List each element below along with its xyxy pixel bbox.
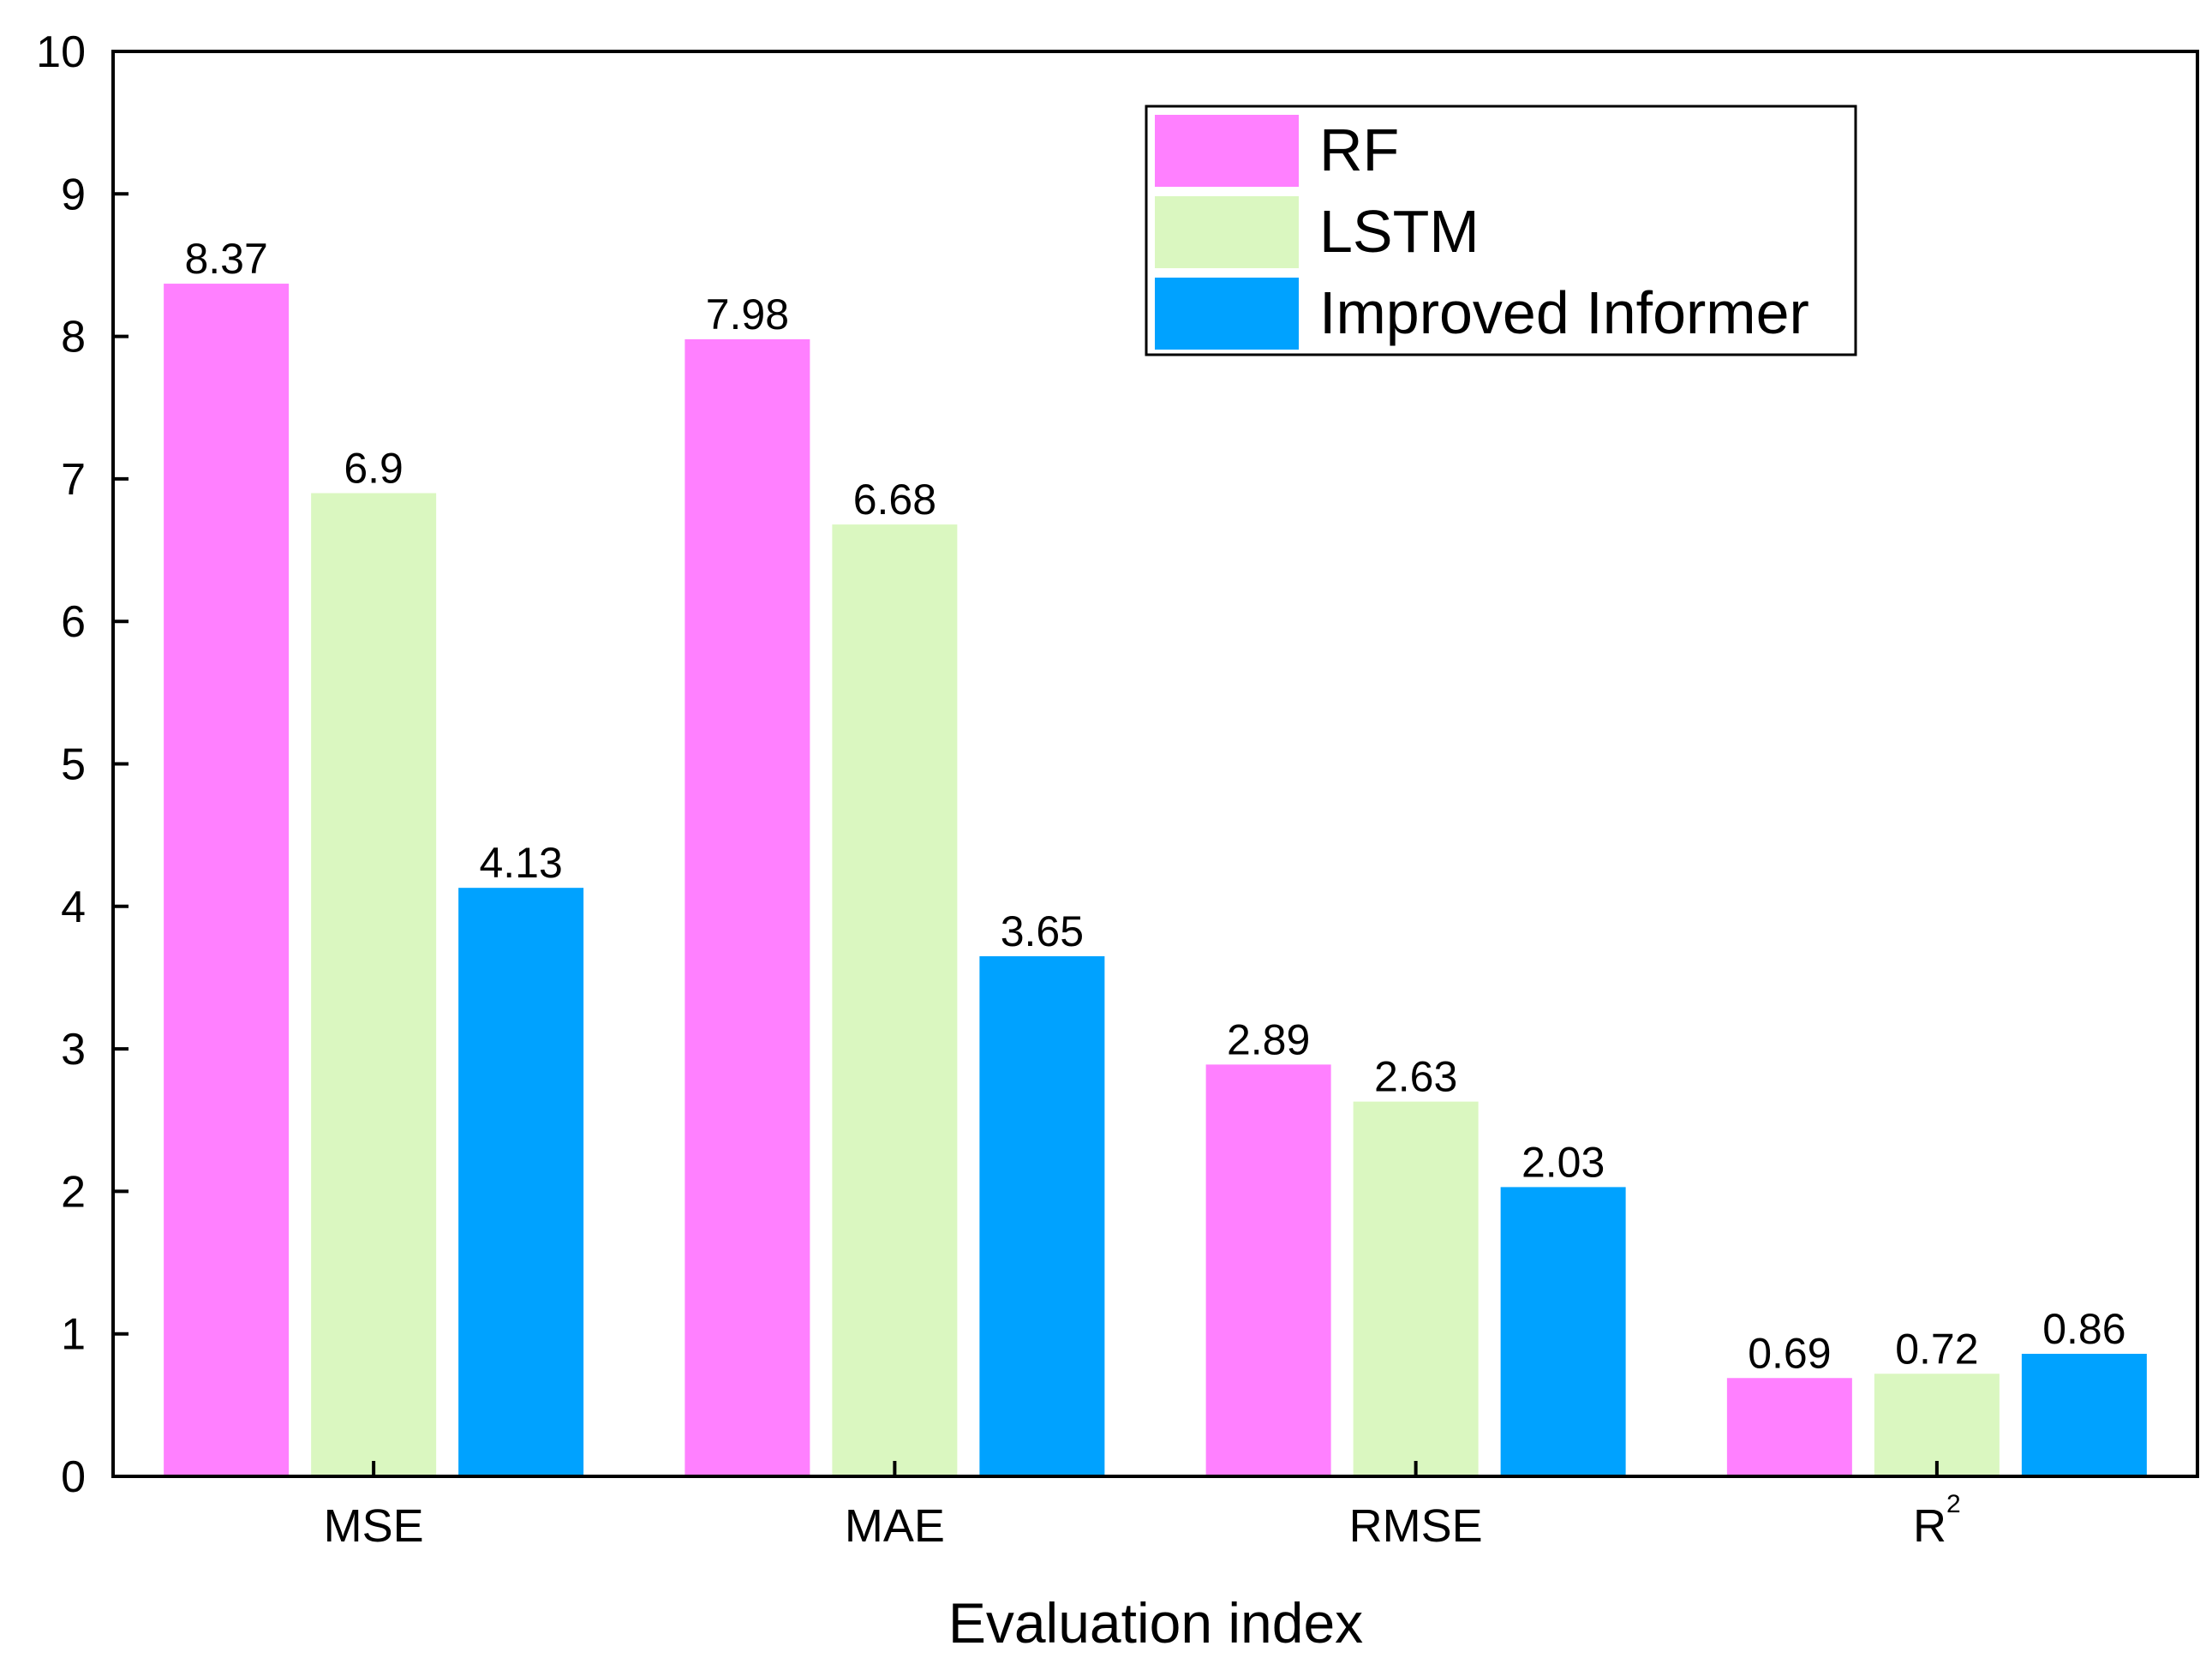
y-tick-label: 5 — [61, 740, 86, 790]
x-tick-label-base: MAE — [845, 1500, 945, 1552]
bar-value-label: 8.37 — [184, 235, 267, 283]
legend: RF LSTM Improved Informer — [1145, 105, 1857, 356]
y-tick-label: 6 — [61, 597, 86, 647]
bar-value-label: 6.9 — [344, 445, 404, 493]
bar-improved-informer-mae — [979, 956, 1105, 1476]
bar-improved-informer-rmse — [1500, 1187, 1626, 1476]
bar-value-label: 0.72 — [1895, 1325, 1978, 1373]
bar-value-label: 3.65 — [1001, 907, 1084, 955]
x-axis-title: Evaluation index — [948, 1591, 1363, 1655]
y-axis: 0 1 2 3 4 5 6 7 8 9 10 — [36, 27, 129, 1502]
legend-label: Improved Informer — [1319, 279, 1809, 346]
legend-swatch — [1155, 115, 1299, 187]
legend-label: RF — [1319, 117, 1399, 183]
y-tick-label: 0 — [61, 1452, 86, 1502]
x-tick-label: RMSE — [1349, 1500, 1483, 1552]
y-tick-label: 9 — [61, 170, 86, 219]
y-tick-label: 4 — [61, 883, 86, 932]
y-tick-label: 7 — [61, 455, 86, 505]
bar-value-label: 0.86 — [2042, 1305, 2125, 1353]
bar-lstm-r — [1874, 1374, 2000, 1476]
bar-lstm-mae — [832, 524, 958, 1477]
y-tick-label: 3 — [61, 1025, 86, 1074]
legend-swatch — [1155, 196, 1299, 268]
bar-value-label: 6.68 — [853, 476, 936, 524]
y-tick-label: 1 — [61, 1310, 86, 1360]
bar-improved-informer-r — [2021, 1353, 2147, 1476]
legend-label: LSTM — [1319, 198, 1480, 265]
bar-rf-mae — [685, 338, 810, 1476]
y-tick-label: 8 — [61, 313, 86, 362]
bars-layer — [164, 284, 2147, 1477]
bar-value-label: 2.63 — [1374, 1053, 1457, 1101]
bar-value-label: 7.98 — [706, 290, 789, 338]
value-labels-layer: 8.37 6.9 4.13 7.98 6.68 3.65 2.89 2.63 2.03 0.69 0… — [184, 235, 2125, 1377]
x-tick-label-base: R — [1913, 1500, 1946, 1552]
y-tick-label: 2 — [61, 1167, 86, 1217]
bar-lstm-mse — [311, 493, 437, 1476]
x-tick-label-sup: 2 — [1946, 1490, 1961, 1518]
x-axis: MSE MAE RMSE R2 — [324, 1461, 1961, 1552]
bar-value-label: 4.13 — [479, 839, 562, 887]
bar-rf-rmse — [1205, 1064, 1331, 1476]
x-tick-label: MAE — [845, 1500, 945, 1552]
x-tick-label-base: MSE — [324, 1500, 424, 1552]
bar-improved-informer-mse — [458, 888, 584, 1476]
y-tick-label: 10 — [36, 27, 86, 77]
bar-value-label: 2.89 — [1227, 1015, 1310, 1063]
bar-rf-r — [1726, 1378, 1852, 1476]
x-tick-label: MSE — [324, 1500, 424, 1552]
legend-swatch — [1155, 278, 1299, 350]
x-tick-label: R2 — [1913, 1490, 1961, 1552]
bar-value-label: 0.69 — [1748, 1329, 1831, 1377]
bar-rf-mse — [164, 284, 290, 1477]
x-tick-label-base: RMSE — [1349, 1500, 1483, 1552]
bar-value-label: 2.03 — [1521, 1138, 1605, 1186]
bar-lstm-rmse — [1353, 1101, 1479, 1476]
